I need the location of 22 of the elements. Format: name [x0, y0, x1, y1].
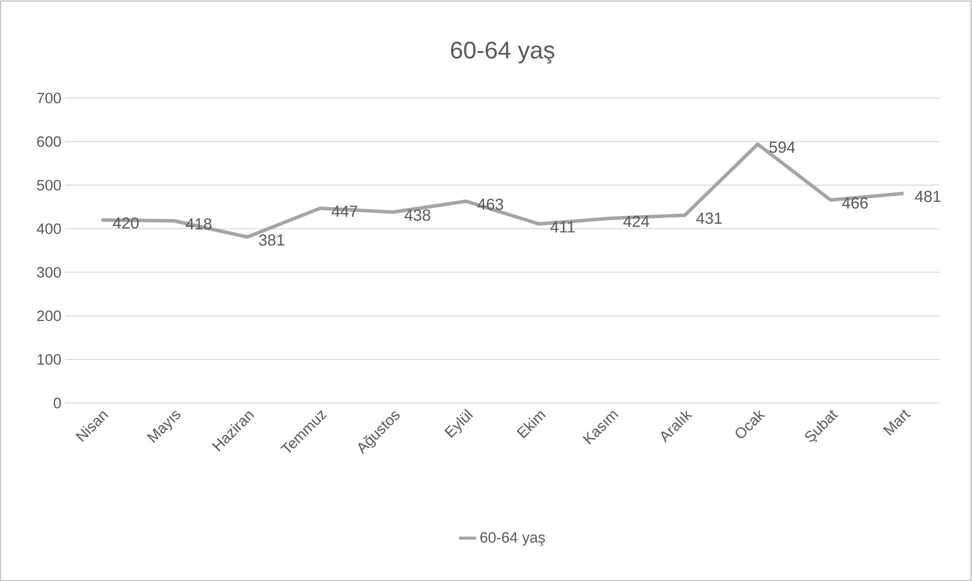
y-tick-label: 400 [36, 223, 61, 234]
data-label: 431 [696, 212, 722, 224]
data-label: 481 [914, 190, 941, 202]
data-label: 418 [186, 218, 212, 230]
y-tick-label: 300 [37, 266, 61, 278]
data-label: 424 [623, 216, 650, 227]
y-tick-label: 0 [54, 398, 61, 408]
y-tick-label: 600 [37, 136, 61, 147]
y-tick-label: 700 [37, 92, 61, 104]
legend-label: 60-64 yaş [480, 532, 545, 546]
y-tick-label: 500 [37, 180, 61, 190]
data-label: 466 [842, 197, 868, 209]
data-label: 381 [258, 234, 284, 246]
data-label: 594 [769, 142, 796, 153]
y-tick-label: 200 [37, 310, 61, 322]
data-label: 420 [112, 217, 139, 229]
data-label: 463 [477, 198, 504, 210]
chart-title: 60-64 yaş [451, 42, 554, 64]
data-label: 438 [404, 209, 430, 221]
data-label: 447 [332, 206, 358, 217]
y-tick-label: 100 [38, 354, 61, 365]
data-label: 411 [550, 221, 575, 232]
